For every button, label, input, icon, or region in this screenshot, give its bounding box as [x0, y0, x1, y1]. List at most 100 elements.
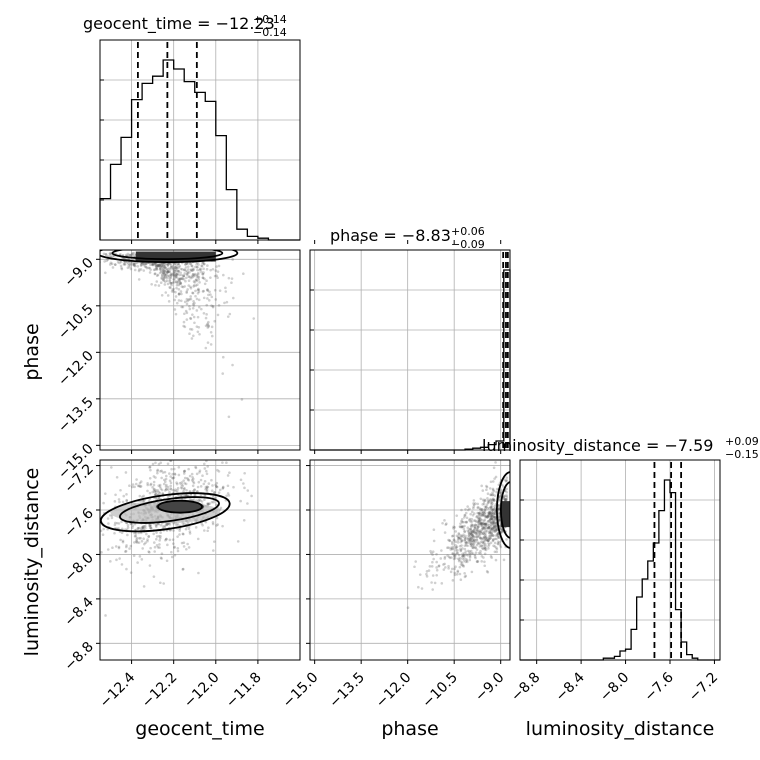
- scatter-point: [477, 519, 481, 523]
- scatter-point: [206, 323, 209, 327]
- scatter-point: [488, 506, 491, 510]
- scatter-point: [472, 524, 475, 527]
- scatter-point: [179, 290, 183, 293]
- scatter-point: [489, 535, 492, 538]
- scatter-point: [447, 538, 450, 542]
- scatter-point: [177, 473, 181, 477]
- scatter-point: [482, 537, 486, 540]
- scatter-point: [173, 262, 176, 266]
- scatter-point: [161, 269, 165, 273]
- scatter-point: [215, 485, 218, 488]
- scatter-point: [169, 268, 172, 271]
- scatter-point: [460, 554, 464, 558]
- scatter-point: [472, 540, 475, 543]
- scatter-point: [189, 262, 193, 266]
- scatter-point: [479, 536, 482, 540]
- scatter-point: [473, 530, 476, 534]
- scatter-point: [158, 536, 162, 540]
- scatter-point: [242, 482, 245, 485]
- scatter-point: [481, 508, 484, 511]
- scatter-point: [131, 253, 135, 257]
- scatter-point: [206, 485, 210, 489]
- scatter-point: [490, 508, 493, 512]
- scatter-point: [202, 462, 206, 466]
- scatter-point: [126, 524, 130, 527]
- scatter-point: [505, 476, 509, 479]
- scatter-point: [459, 548, 463, 552]
- scatter-point: [484, 522, 488, 526]
- scatter-point: [484, 505, 488, 509]
- scatter-point: [488, 537, 491, 541]
- scatter-point: [453, 556, 457, 560]
- scatter-point: [129, 571, 133, 574]
- scatter-point: [155, 280, 159, 283]
- scatter-point: [471, 531, 474, 535]
- scatter-point: [490, 517, 494, 521]
- scatter-point: [451, 545, 454, 549]
- scatter-point: [133, 534, 137, 538]
- scatter-point: [198, 281, 201, 284]
- scatter-point: [490, 531, 494, 535]
- scatter-point: [456, 552, 459, 555]
- scatter-point: [474, 532, 478, 535]
- scatter-point: [154, 537, 158, 541]
- scatter-point: [163, 273, 166, 276]
- scatter-point: [472, 531, 476, 534]
- scatter-point: [476, 520, 480, 523]
- scatter-point: [181, 484, 185, 488]
- scatter-point: [93, 527, 96, 530]
- scatter-point: [181, 285, 185, 289]
- scatter-point: [493, 499, 496, 502]
- scatter-point: [135, 538, 138, 541]
- scatter-point: [487, 539, 490, 542]
- scatter-point: [201, 272, 205, 276]
- scatter-point: [182, 275, 185, 278]
- scatter-point: [160, 293, 164, 297]
- grid-layer: [100, 40, 720, 660]
- scatter-point: [210, 325, 214, 329]
- scatter-point: [126, 526, 130, 529]
- scatter-point: [443, 562, 446, 566]
- scatter-point: [489, 512, 493, 516]
- scatter-point: [159, 268, 163, 272]
- scatter-point: [188, 262, 192, 266]
- scatter-point: [161, 278, 165, 282]
- title-geocent-time-minus: −0.14: [253, 26, 287, 39]
- scatter-point: [239, 499, 242, 503]
- scatter-point: [460, 525, 464, 528]
- scatter-point: [157, 484, 161, 487]
- scatter-point: [86, 254, 89, 257]
- scatter-point: [462, 553, 466, 557]
- scatter-point: [493, 541, 497, 545]
- scatter-point: [457, 536, 461, 540]
- scatter-point: [166, 270, 170, 274]
- scatter-point: [132, 263, 136, 266]
- scatter-point: [464, 536, 468, 540]
- scatter-point: [205, 267, 209, 271]
- scatter-point: [484, 546, 487, 550]
- scatter-point: [94, 523, 97, 526]
- scatter-point: [489, 505, 493, 509]
- scatter-point: [194, 289, 197, 293]
- scatter-point: [155, 264, 158, 268]
- scatter-point: [480, 531, 484, 535]
- scatter-point: [431, 560, 434, 564]
- scatter-point: [162, 478, 166, 482]
- scatter-point: [463, 571, 466, 575]
- scatter-point: [180, 541, 184, 545]
- scatter-point: [492, 507, 495, 511]
- scatter-point: [492, 534, 495, 537]
- scatter-point: [192, 300, 195, 303]
- scatter-point: [488, 512, 491, 516]
- scatter-point: [189, 295, 192, 298]
- scatter-point: [197, 287, 200, 291]
- scatter-point: [148, 491, 152, 495]
- scatter-point: [164, 266, 167, 270]
- scatter-point: [165, 276, 169, 280]
- scatter-point: [477, 532, 481, 536]
- scatter-point: [460, 563, 464, 567]
- scatter-point: [468, 537, 472, 541]
- scatter-point: [170, 550, 173, 554]
- scatter-point: [465, 558, 468, 561]
- scatter-point: [162, 582, 165, 585]
